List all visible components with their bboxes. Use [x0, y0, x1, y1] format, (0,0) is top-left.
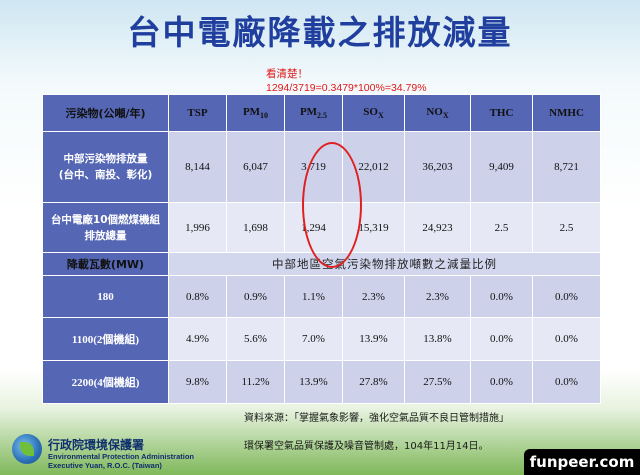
table-cell: 9,409 [470, 131, 533, 204]
table-cell: 2.5 [532, 202, 601, 253]
header-cell: PM2.5 [284, 93, 343, 133]
table-row: 2200(4個機組) 9.8% 11.2% 13.9% 27.8% 27.5% … [42, 360, 601, 404]
note-heading: 看清楚！ [266, 68, 308, 80]
source-line-2: 環保署空氣品質保護及噪音管制處，104年11月14日。 [244, 441, 489, 452]
table-cell: 0.0% [470, 317, 533, 362]
table-row: 1100(2個機組) 4.9% 5.6% 7.0% 13.9% 13.8% 0.… [42, 317, 601, 362]
table-subheader-row: 降載瓦數(MW) 中部地區空氣污染物排放噸數之減量比例 [42, 251, 601, 276]
header-label: 污染物(公噸/年) [42, 93, 169, 133]
note-calculation: 1294/3719=0.3479*100%=34.79% [266, 82, 427, 94]
row-label: 台中電廠10個燃煤機組 排放總量 [42, 202, 169, 253]
leaf-icon [20, 442, 34, 456]
highlight-circle [302, 142, 362, 268]
table-cell: 5.6% [226, 317, 285, 362]
row-label: 1100(2個機組) [42, 317, 169, 362]
header-cell: NOX [404, 93, 471, 133]
header-cell: NMHC [532, 93, 601, 133]
logo-chinese-name: 行政院環境保護署 [48, 438, 145, 452]
table-cell: 13.8% [404, 317, 471, 362]
table-cell: 27.8% [342, 360, 405, 404]
row-label: 2200(4個機組) [42, 360, 169, 404]
table-cell: 8,144 [168, 131, 227, 204]
table-row: 180 0.8% 0.9% 1.1% 2.3% 2.3% 0.0% 0.0% [42, 274, 601, 319]
row-label: 180 [42, 274, 169, 319]
source-line-1: 資料來源：「掌握氣象影響，強化空氣品質不良日管制措施」 [244, 413, 509, 424]
header-cell: THC [470, 93, 533, 133]
table-cell: 0.8% [168, 274, 227, 319]
watermark: funpeer.com [524, 449, 640, 475]
logo-english-name: Environmental Protection Administration [48, 452, 194, 461]
header-cell: TSP [168, 93, 227, 133]
table-cell: 2.3% [404, 274, 471, 319]
table-cell: 6,047 [226, 131, 285, 204]
subheader-label: 降載瓦數(MW) [42, 251, 169, 276]
page-title: 台中電廠降載之排放減量 [127, 13, 513, 52]
table-cell: 13.9% [284, 360, 343, 404]
table-cell: 8,721 [532, 131, 601, 204]
table-cell: 11.2% [226, 360, 285, 404]
table-cell: 0.0% [532, 274, 601, 319]
epa-globe-icon [12, 434, 42, 464]
table-cell: 0.0% [470, 360, 533, 404]
table-cell: 9.8% [168, 360, 227, 404]
header-cell: SOX [342, 93, 405, 133]
epa-logo: 行政院環境保護署 Environmental Protection Admini… [12, 432, 212, 472]
table-header-row: 污染物(公噸/年) TSP PM10 PM2.5 SOX NOX THC NMH… [42, 93, 601, 133]
table-cell: 1.1% [284, 274, 343, 319]
table-cell: 1,698 [226, 202, 285, 253]
subheader-caption: 中部地區空氣污染物排放噸數之減量比例 [168, 251, 601, 276]
table-cell: 13.9% [342, 317, 405, 362]
table-cell: 36,203 [404, 131, 471, 204]
table-cell: 4.9% [168, 317, 227, 362]
table-cell: 7.0% [284, 317, 343, 362]
table-cell: 0.0% [470, 274, 533, 319]
table-cell: 0.9% [226, 274, 285, 319]
table-cell: 1,996 [168, 202, 227, 253]
row-label: 中部污染物排放量 (台中、南投、彰化) [42, 131, 169, 204]
table-row: 中部污染物排放量 (台中、南投、彰化) 8,144 6,047 3,719 22,… [42, 131, 601, 204]
table-cell: 2.5 [470, 202, 533, 253]
table-cell: 0.0% [532, 317, 601, 362]
logo-english-subname: Executive Yuan, R.O.C. (Taiwan) [48, 461, 162, 470]
table-cell: 24,923 [404, 202, 471, 253]
table-cell: 27.5% [404, 360, 471, 404]
table-cell: 0.0% [532, 360, 601, 404]
table-cell: 2.3% [342, 274, 405, 319]
header-cell: PM10 [226, 93, 285, 133]
